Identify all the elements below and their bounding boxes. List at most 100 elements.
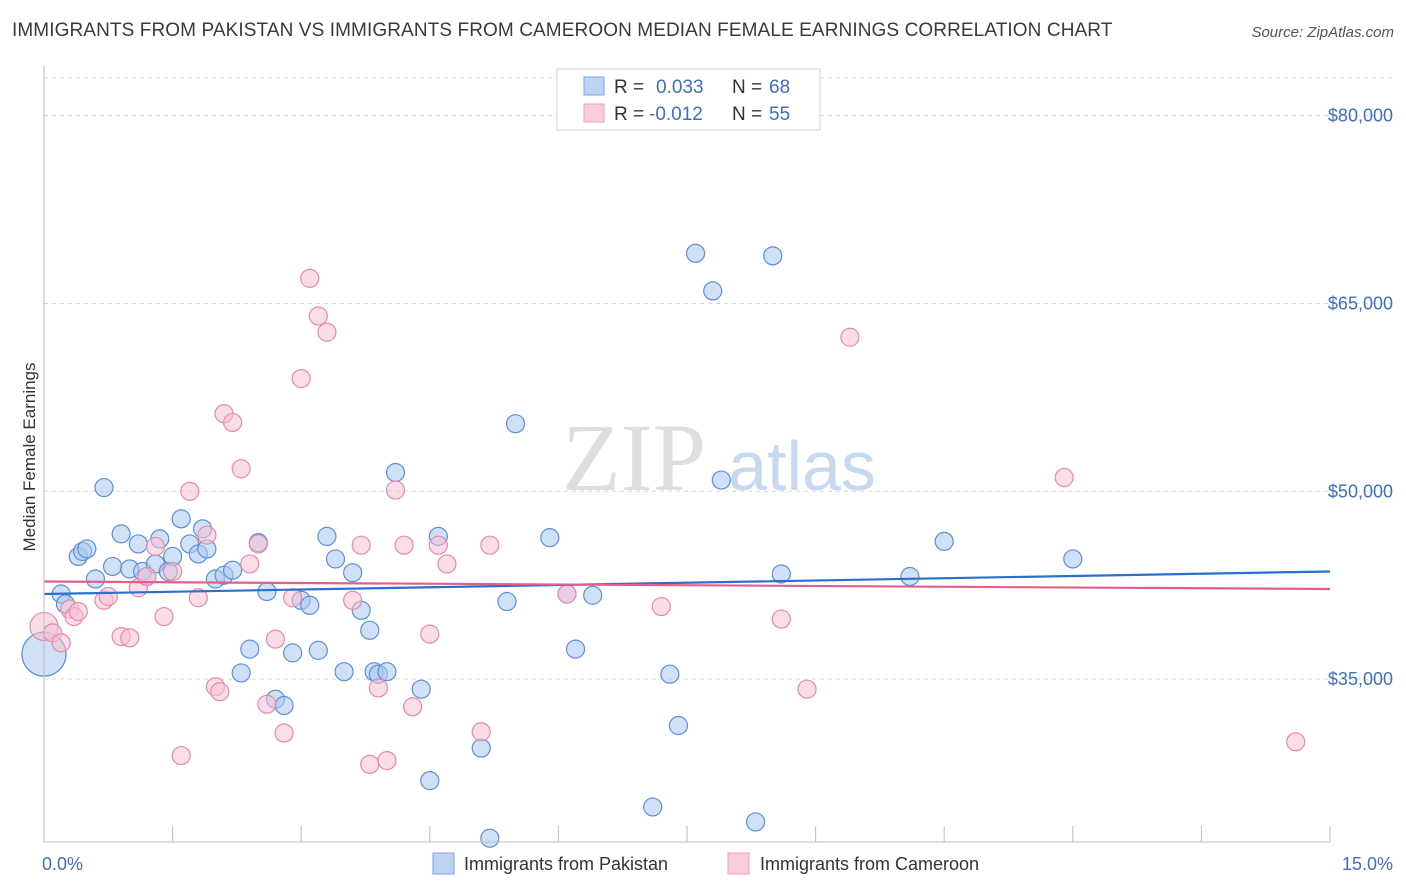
y-tick-label: $35,000 (1328, 669, 1393, 689)
legend: Immigrants from Pakistan Immigrants from… (432, 852, 979, 875)
point-pakistan (377, 662, 397, 682)
point-pakistan (77, 539, 97, 559)
point-cameroon (300, 268, 320, 288)
point-pakistan (505, 414, 526, 434)
point-cameroon (428, 535, 448, 555)
point-cameroon (308, 306, 328, 326)
point-pakistan (231, 663, 251, 683)
point-pakistan (480, 828, 500, 848)
point-pakistan (565, 639, 586, 659)
point-pakistan (171, 509, 191, 529)
point-pakistan (685, 243, 706, 263)
point-cameroon (180, 481, 200, 501)
point-pakistan (411, 679, 431, 699)
point-pakistan (763, 246, 783, 266)
point-pakistan (111, 524, 131, 544)
point-pakistan (540, 528, 560, 548)
trend-line-pakistan (43, 570, 1331, 596)
data-points (21, 243, 1306, 848)
x-tick-label-max: 15.0% (1342, 854, 1393, 874)
legend-label-cameroon: Immigrants from Cameroon (760, 854, 979, 874)
point-pakistan (420, 771, 440, 791)
point-pakistan (223, 560, 243, 580)
stats-n-label-cameroon: N = (732, 104, 762, 125)
watermark-atlas: atlas (728, 427, 876, 505)
point-cameroon (471, 722, 491, 742)
point-cameroon (51, 633, 71, 653)
point-pakistan (94, 477, 114, 498)
stats-r-value-pakistan: 0.033 (656, 77, 704, 98)
y-tick-label: $65,000 (1328, 293, 1393, 313)
stats-n-value-pakistan: 68 (769, 77, 790, 98)
point-pakistan (360, 620, 380, 640)
point-cameroon (163, 561, 183, 582)
point-cameroon (197, 525, 217, 545)
point-cameroon (771, 609, 791, 629)
point-pakistan (102, 556, 123, 577)
trend-line-cameroon (43, 580, 1331, 591)
point-cameroon (171, 745, 191, 766)
y-axis-label: Median Female Earnings (20, 363, 39, 552)
point-cameroon (283, 588, 303, 608)
stats-r-value-cameroon: -0.012 (649, 104, 703, 125)
y-tick-label: $80,000 (1328, 106, 1393, 126)
point-pakistan (660, 664, 680, 684)
x-tick-label-min: 0.0% (42, 854, 83, 874)
point-cameroon (368, 678, 388, 698)
point-pakistan (300, 595, 320, 615)
point-cameroon (437, 554, 457, 574)
point-cameroon (1054, 467, 1074, 488)
point-cameroon (223, 412, 243, 433)
point-cameroon (394, 535, 414, 555)
point-cameroon (651, 596, 671, 617)
point-pakistan (1063, 549, 1083, 569)
point-cameroon (557, 584, 577, 604)
legend-label-pakistan: Immigrants from Pakistan (464, 854, 668, 874)
point-cameroon (154, 606, 174, 627)
point-cameroon (291, 368, 311, 389)
point-pakistan (85, 569, 106, 589)
stats-swatch-pakistan (583, 76, 605, 96)
stats-r-label-pakistan: R = (614, 77, 644, 98)
point-pakistan (317, 526, 337, 547)
point-pakistan (934, 531, 954, 552)
point-cameroon (231, 459, 251, 479)
point-cameroon (274, 723, 294, 743)
point-cameroon (385, 480, 406, 500)
point-pakistan (343, 563, 363, 583)
point-pakistan (240, 639, 260, 659)
point-cameroon (840, 327, 860, 347)
point-pakistan (385, 462, 406, 483)
point-cameroon (120, 628, 140, 648)
stats-r-label-cameroon: R = (614, 104, 644, 125)
trend-lines (43, 570, 1331, 596)
axes: $35,000 $50,000 $65,000 $80,000 (43, 66, 1393, 843)
legend-swatch-cameroon (727, 852, 750, 875)
point-pakistan (257, 581, 277, 602)
stats-n-value-cameroon: 55 (769, 104, 790, 125)
point-pakistan (583, 585, 603, 605)
point-cameroon (317, 322, 337, 342)
point-cameroon (98, 586, 118, 607)
point-cameroon (1286, 732, 1306, 752)
point-pakistan (471, 738, 491, 758)
point-cameroon (343, 590, 363, 610)
point-cameroon (265, 629, 286, 649)
legend-swatch-pakistan (432, 852, 455, 875)
point-cameroon (210, 682, 230, 702)
point-pakistan (771, 564, 791, 584)
point-pakistan (308, 640, 328, 660)
point-cameroon (420, 624, 440, 644)
point-pakistan (325, 549, 346, 569)
stats-box: R = 0.033 N = 68 R = -0.012 N = 55 (556, 68, 821, 131)
point-cameroon (240, 554, 260, 574)
point-cameroon (68, 601, 88, 622)
point-pakistan (745, 812, 766, 832)
point-pakistan (274, 695, 294, 716)
point-pakistan (497, 591, 517, 612)
y-tick-label: $50,000 (1328, 481, 1393, 501)
point-pakistan (128, 534, 148, 554)
point-cameroon (248, 534, 268, 554)
point-pakistan (283, 643, 303, 663)
